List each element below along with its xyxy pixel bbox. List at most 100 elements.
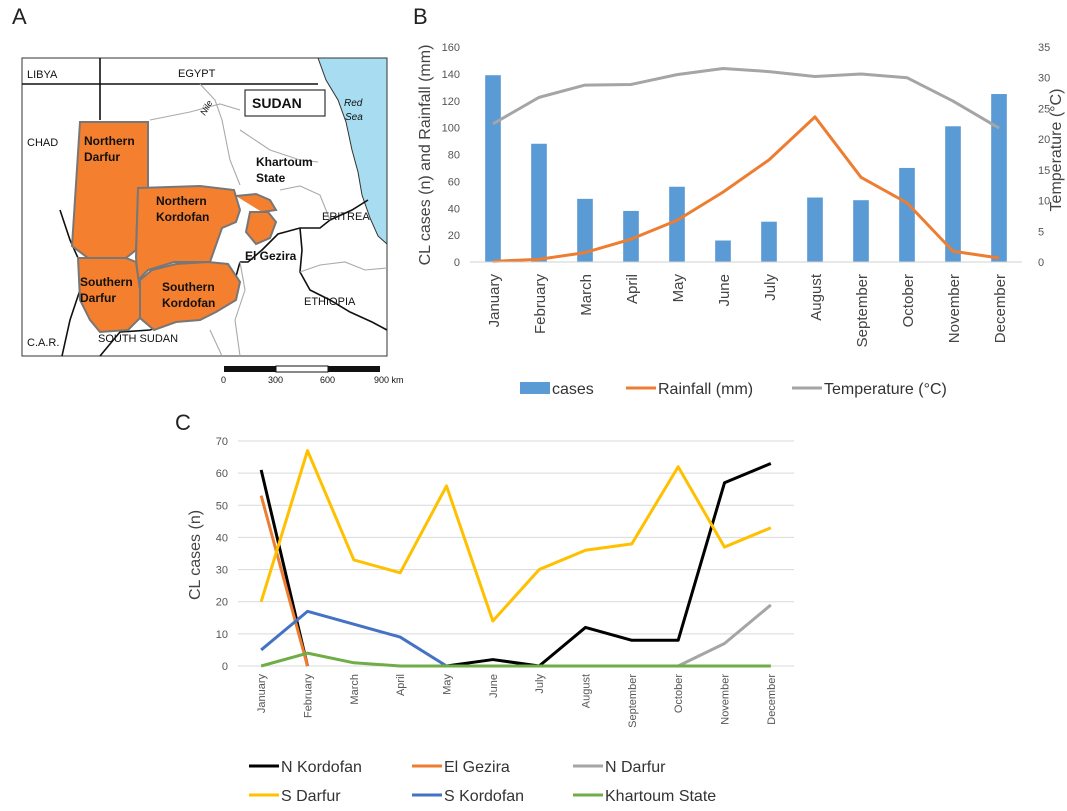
internal-boundary xyxy=(239,129,319,163)
y-tick-label: 60 xyxy=(216,468,228,480)
region-southern-darfur xyxy=(76,257,141,334)
line-khartoum-state xyxy=(260,651,771,668)
bar-cases xyxy=(761,221,777,262)
x-tick-label: August xyxy=(808,273,825,321)
bar-cases xyxy=(991,94,1007,262)
x-tick-label: January xyxy=(486,274,503,328)
y2-tick-label: 10 xyxy=(1038,196,1050,208)
legend-label-temperature-c: Temperature (°C) xyxy=(824,381,947,398)
x-tick-label: March xyxy=(578,274,595,316)
internal-boundary xyxy=(234,261,246,357)
x-axis: January February March April May June July Augu… xyxy=(256,674,778,728)
eritrea-label: ERITREA xyxy=(322,211,370,223)
x-tick-label: May xyxy=(442,674,454,695)
y-tick-label: 40 xyxy=(448,203,460,215)
x-tick-label: October xyxy=(673,674,685,713)
red-sea-label-1: Red xyxy=(344,98,363,109)
scale-label-900: 900 km xyxy=(374,375,404,385)
internal-boundary xyxy=(149,103,241,121)
internal-boundary xyxy=(209,329,223,357)
y-tick-label: 160 xyxy=(442,42,460,54)
legend-c: N Kordofan El Gezira N Darfur S Darfur S Kor… xyxy=(249,759,716,805)
x-tick-label: July xyxy=(762,274,779,301)
gridlines xyxy=(238,440,794,667)
chart-c: 0 10 20 30 40 50 60 70 January February March Apri… xyxy=(187,436,794,805)
line-el-gezira xyxy=(259,495,309,667)
x-tick-label: December xyxy=(766,674,778,725)
bar-cases xyxy=(623,210,639,262)
egypt-label: EGYPT xyxy=(178,68,216,80)
x-tick-label: June xyxy=(716,274,733,307)
y2-tick-label: 5 xyxy=(1038,226,1044,238)
x-tick-label: May xyxy=(670,274,687,303)
line-rainfall-mm xyxy=(492,115,1000,263)
southern-darfur-label-2: Darfur xyxy=(80,291,116,305)
y-tick-label: 0 xyxy=(222,661,228,673)
x-tick-label: June xyxy=(488,674,500,698)
lines-b xyxy=(492,67,1000,263)
el-gezira-label: El Gezira xyxy=(245,249,297,263)
legend-b: cases Rainfall (mm) Temperature (°C) xyxy=(520,381,947,398)
y-tick-label: 70 xyxy=(216,436,228,448)
khartoum-label-2: State xyxy=(256,171,286,185)
y-tick-label: 20 xyxy=(448,230,460,242)
x-tick-label: March xyxy=(349,674,361,705)
scale-bar: 0 300 600 900 km xyxy=(221,365,404,385)
legend-label-cases: cases xyxy=(552,381,594,398)
x-tick-label: December xyxy=(992,274,1009,343)
internal-boundary xyxy=(279,185,331,221)
y-axis-title: CL cases (n) and Rainfall (mm) xyxy=(417,45,434,266)
scale-segment xyxy=(275,365,329,373)
x-tick-label: July xyxy=(534,674,546,694)
bar-cases xyxy=(531,143,547,262)
sudan-label: SUDAN xyxy=(252,95,302,111)
x-tick-label: November xyxy=(946,274,963,343)
x-tick-label: April xyxy=(624,274,641,304)
region-khartoum xyxy=(235,192,278,213)
x-tick-label: January xyxy=(256,674,268,714)
ethiopia-label: ETHIOPIA xyxy=(304,296,356,308)
eritrea-border xyxy=(329,199,369,221)
legend-label-n-darfur: N Darfur xyxy=(605,759,666,776)
bar-cases xyxy=(715,240,731,262)
bar-cases xyxy=(807,197,823,262)
legend-label-s-kordofan: S Kordofan xyxy=(444,788,524,805)
ethiopia-border-a xyxy=(240,219,331,263)
south-sudan-label: SOUTH SUDAN xyxy=(98,333,178,345)
northern-darfur-label-1: Northern xyxy=(84,134,135,148)
line-n-kordofan xyxy=(446,462,772,668)
internal-boundary xyxy=(299,261,388,273)
x-axis: January February March April May June July Augu… xyxy=(486,273,1009,347)
line-s-darfur xyxy=(259,449,772,623)
y-tick-label: 40 xyxy=(216,532,228,544)
panel-a-letter: A xyxy=(12,4,27,29)
chad-label: CHAD xyxy=(27,137,58,149)
legend-label-rainfall-mm: Rainfall (mm) xyxy=(658,381,753,398)
x-tick-label: September xyxy=(627,674,639,728)
sudan-map: SUDAN LIBYA EGYPT CHAD ERITREA ETHIOPIA … xyxy=(21,57,404,385)
x-tick-label: February xyxy=(532,274,549,335)
libya-label: LIBYA xyxy=(27,69,58,81)
red-sea-label-2: Sea xyxy=(345,112,363,123)
y-tick-label: 120 xyxy=(442,96,460,108)
y2-tick-label: 15 xyxy=(1038,165,1050,177)
southern-kordofan-label-2: Kordofan xyxy=(162,296,215,310)
y2-tick-label: 25 xyxy=(1038,103,1050,115)
x-tick-label: February xyxy=(303,674,315,719)
bar-cases xyxy=(577,198,593,262)
legend-label-s-darfur: S Darfur xyxy=(281,788,341,805)
y-axis-title: CL cases (n) xyxy=(187,510,204,600)
y-tick-label: 100 xyxy=(442,123,460,135)
bar-cases xyxy=(485,75,501,262)
y-axis: 0 10 20 30 40 50 60 70 xyxy=(216,436,228,673)
legend-label-el-gezira: El Gezira xyxy=(444,759,510,776)
y-tick-label: 10 xyxy=(216,629,228,641)
southern-kordofan-label-1: Southern xyxy=(162,280,215,294)
x-tick-label: October xyxy=(900,274,917,327)
y-tick-label: 20 xyxy=(216,597,228,609)
x-tick-label: November xyxy=(720,674,732,725)
scale-label-600: 600 xyxy=(320,375,335,385)
chart-b: 0 20 40 60 80 100 120 140 160 0 5 10 15 20 25 30 35 Jan… xyxy=(417,42,1065,398)
region-el-gezira xyxy=(244,211,278,246)
